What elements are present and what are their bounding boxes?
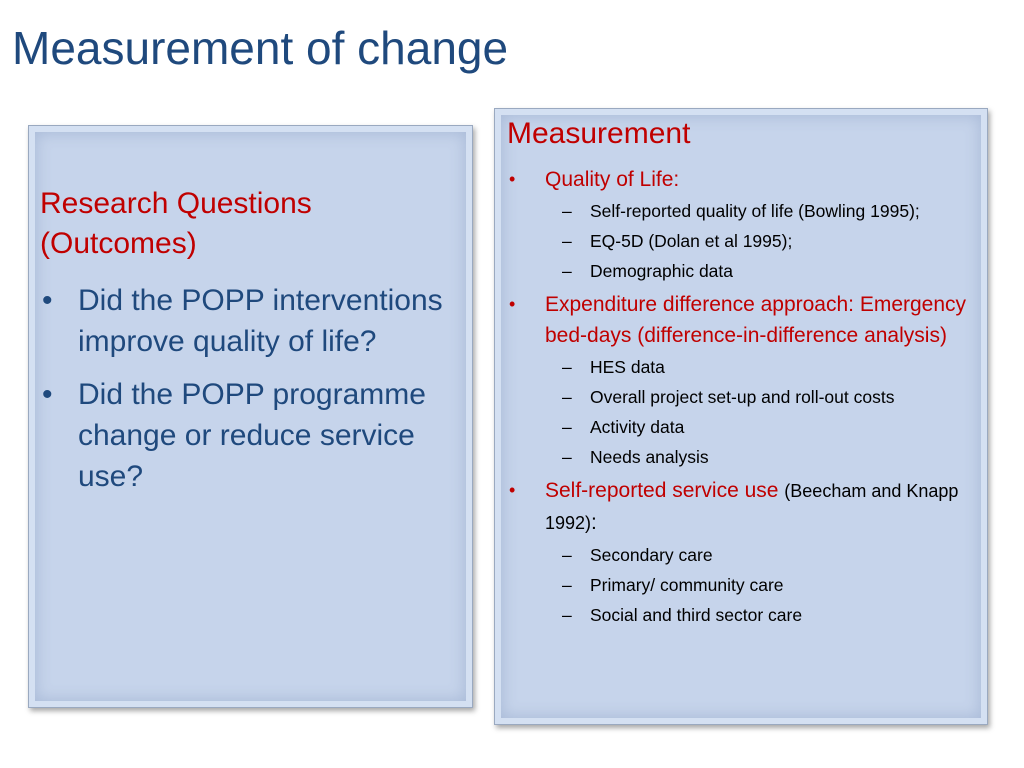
sub-list: – Secondary care – Primary/ community care…: [545, 543, 977, 627]
bullet-icon: •: [509, 169, 516, 189]
sub-list-item: – Demographic data: [562, 261, 733, 281]
measurement-label: Self-reported service use: [545, 479, 779, 502]
sub-list-item: – EQ-5D (Dolan et al 1995);: [562, 231, 793, 251]
list-item: • Self-reported service use (Beecham and…: [507, 475, 977, 627]
bullet-icon: •: [509, 294, 516, 314]
sub-list-item: – HES data: [562, 357, 665, 377]
list-item: • Did the POPP interventions improve qua…: [40, 280, 460, 362]
research-questions-list: • Did the POPP interventions improve qua…: [40, 280, 460, 509]
question-text: Did the POPP interventions improve quali…: [78, 284, 443, 358]
dash-icon: –: [562, 575, 572, 595]
measurement-label: Quality of Life:: [545, 168, 680, 191]
sub-list: – Self-reported quality of life (Bowling …: [545, 199, 977, 283]
slide-title: Measurement of change: [12, 22, 509, 74]
sub-list: – HES data – Overall project set-up and ro…: [545, 355, 977, 469]
question-text: Did the POPP programme change or reduce …: [78, 378, 426, 493]
sub-list-item: – Self-reported quality of life (Bowling …: [562, 201, 920, 221]
dash-icon: –: [562, 417, 572, 437]
measurement-list: • Quality of Life: – Self-reported qualit…: [507, 162, 977, 633]
dash-icon: –: [562, 605, 572, 625]
list-item: • Expenditure difference approach: Emerg…: [507, 289, 977, 469]
measurement-label: Expenditure difference approach: Emergen…: [545, 293, 967, 347]
list-item: • Quality of Life: – Self-reported qualit…: [507, 164, 977, 283]
sub-list-item: – Activity data: [562, 417, 685, 437]
measurement-heading: Measurement: [507, 117, 691, 150]
sub-list-item: – Social and third sector care: [562, 605, 803, 625]
research-questions-panel: [28, 125, 473, 708]
dash-icon: –: [562, 357, 572, 377]
bullet-icon: •: [509, 480, 516, 500]
list-item: • Did the POPP programme change or reduc…: [40, 374, 460, 497]
dash-icon: –: [562, 447, 572, 467]
sub-list-item: – Overall project set-up and roll-out cos…: [562, 387, 895, 407]
citation: (Beecham and Knapp 1992): [545, 481, 959, 533]
measurement-panel: [494, 108, 988, 725]
dash-icon: –: [562, 545, 572, 565]
label-suffix: :: [591, 511, 597, 534]
bullet-icon: •: [42, 284, 53, 317]
bullet-icon: •: [42, 378, 53, 411]
dash-icon: –: [562, 231, 572, 251]
dash-icon: –: [562, 387, 572, 407]
sub-list-item: – Primary/ community care: [562, 575, 784, 595]
dash-icon: –: [562, 261, 572, 281]
sub-list-item: – Secondary care: [562, 545, 713, 565]
dash-icon: –: [562, 201, 572, 221]
research-questions-heading: Research Questions (Outcomes): [40, 187, 312, 260]
sub-list-item: – Needs analysis: [562, 447, 709, 467]
